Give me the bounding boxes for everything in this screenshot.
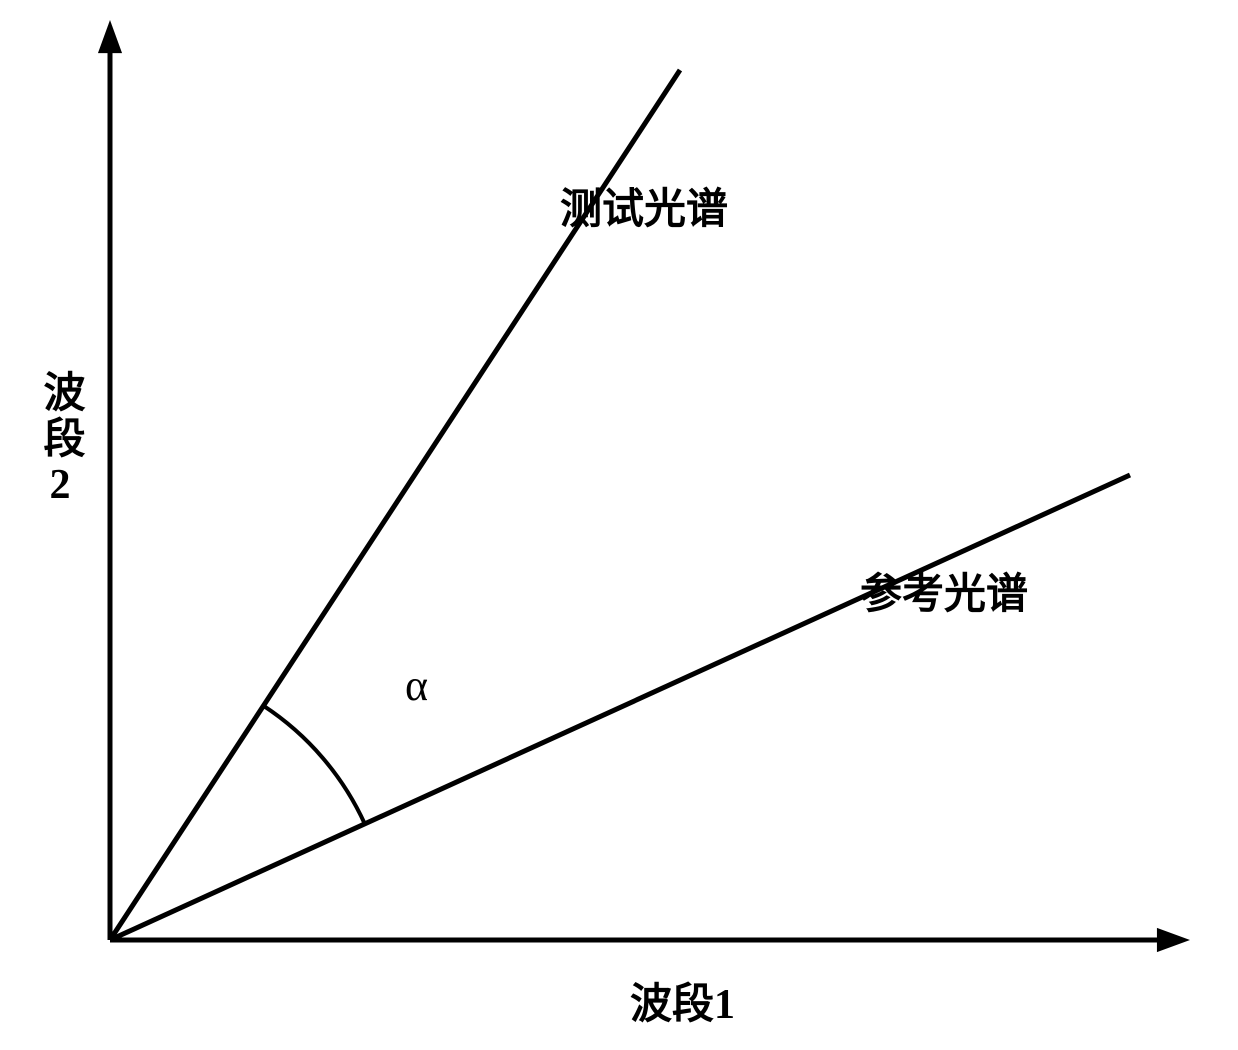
diagram-svg	[0, 0, 1238, 1045]
x-axis-label: 波段1	[630, 970, 735, 1031]
test-spectrum-label: 测试光谱	[560, 175, 728, 236]
y-axis-label: 波段2	[30, 370, 91, 512]
spectral-angle-diagram: 波段2 波段1 测试光谱 参考光谱 α	[0, 0, 1238, 1045]
angle-label: α	[405, 660, 428, 711]
reference-spectrum-label: 参考光谱	[860, 560, 1028, 621]
